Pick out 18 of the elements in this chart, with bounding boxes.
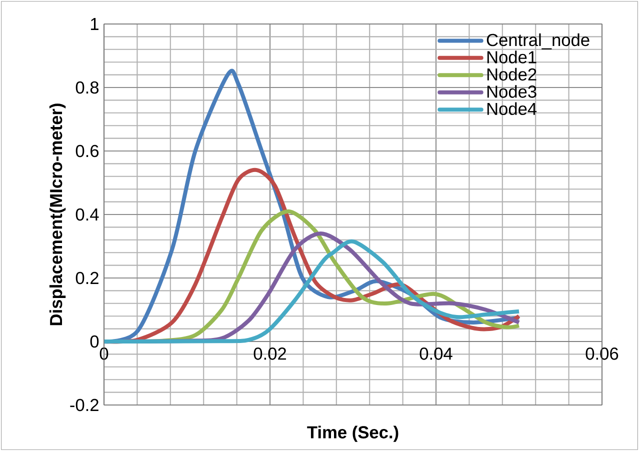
y-tick-label: 0.8 (76, 81, 99, 94)
legend-label: Node4 (487, 102, 537, 116)
y-axis-title: Displacement(MIcro-meter) (49, 104, 66, 326)
y-tick-label: 0.4 (76, 208, 99, 221)
y-tick-label: 1 (90, 18, 98, 30)
x-axis-title: Time (Sec.) (307, 426, 398, 442)
y-tick-label: 0.2 (76, 272, 98, 284)
legend-label: Central_node (486, 33, 590, 50)
x-tick-label: 0.02 (254, 348, 286, 360)
y-tick-label: 0 (90, 335, 99, 348)
x-tick-label: 0.04 (420, 348, 452, 360)
y-tick-label: -0.2 (70, 398, 98, 412)
x-tick-label: 0 (100, 348, 108, 360)
x-tick-label: 0.06 (586, 348, 618, 360)
legend-label: Node2 (487, 68, 536, 81)
legend-label: Node3 (487, 85, 536, 98)
legend-label: Node1 (487, 50, 536, 64)
y-tick-label: 0.6 (76, 144, 99, 158)
